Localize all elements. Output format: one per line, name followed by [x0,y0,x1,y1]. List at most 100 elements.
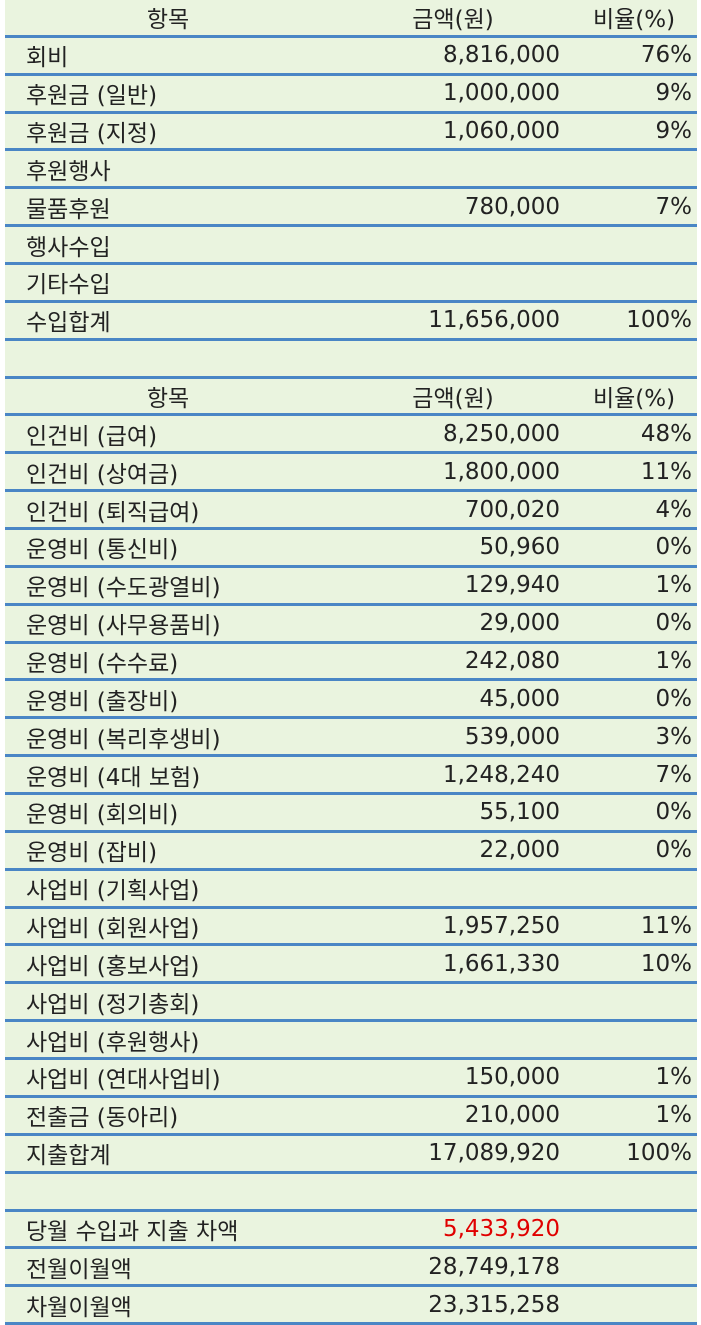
row-label: 사업비 (후원행사) [26,1029,200,1056]
table-row: 기타수입 [5,265,697,303]
row-amount: 539,000 [464,723,560,750]
table-row: 운영비 (복리후생비) 539,000 3% [5,719,697,758]
row-label: 인건비 (상여금) [26,461,179,488]
row-label: 사업비 (연대사업비) [26,1067,221,1094]
row-label: 차월이월액 [26,1294,132,1321]
row-ratio: 9% [655,118,693,144]
table-row: 사업비 (홍보사업) 1,661,330 10% [5,946,697,985]
row-label: 행사수입 [26,234,111,261]
table-row: 인건비 (퇴직급여) 700,020 4% [5,492,697,531]
row-label: 지출합계 [26,1143,111,1170]
table-row: 차월이월액 23,315,258 [5,1287,697,1325]
table-row: 후원금 (지정) 1,060,000 9% [5,114,697,152]
row-label: 후원금 (일반) [26,83,158,110]
row-ratio: 76% [640,42,692,69]
row-ratio: 0% [655,685,693,712]
spacer-row [5,1174,697,1212]
row-amount: 1,000,000 [442,80,560,107]
table-row: 사업비 (연대사업비) 150,000 1% [5,1060,697,1098]
table-row: 운영비 (수수료) 242,080 1% [5,644,697,682]
table-row: 사업비 (기획사업) [5,871,697,909]
row-label: 운영비 (통신비) [26,537,179,564]
header-row: 항목 금액(원) 비율(%) [5,0,697,38]
header-ratio: 비율(%) [592,7,676,34]
row-label: 운영비 (출장비) [26,688,179,715]
row-label: 전월이월액 [26,1256,132,1283]
row-ratio: 100% [626,307,692,334]
row-amount: 242,080 [464,648,560,675]
row-ratio: 1% [655,1064,693,1091]
row-amount: 11,656,000 [428,307,560,334]
row-label: 사업비 (홍보사업) [26,953,200,980]
row-ratio: 9% [655,80,693,107]
row-ratio: 0% [655,610,693,637]
header-ratio: 비율(%) [592,386,676,413]
row-amount: 1,957,250 [442,913,560,940]
table-row: 운영비 (잡비) 22,000 0% [5,833,697,871]
row-amount: 17,089,920 [428,1140,560,1167]
row-amount: 28,749,178 [428,1253,560,1280]
row-ratio: 11% [640,458,692,485]
row-ratio: 10% [640,950,692,977]
table-row: 운영비 (사무용품비) 29,000 0% [5,606,697,644]
row-amount: 8,816,000 [442,42,560,69]
row-amount: 210,000 [464,1102,560,1129]
row-amount: 5,433,920 [442,1215,560,1242]
budget-table: 항목 금액(원) 비율(%) 회비 8,816,000 76% 후원금 (일반) 1,000,… [5,0,697,1325]
table-row: 전월이월액 28,749,178 [5,1249,697,1288]
header-row: 항목 금액(원) 비율(%) [5,379,697,417]
row-amount: 1,060,000 [442,118,560,144]
row-label: 당월 수입과 지출 차액 [26,1218,239,1245]
row-amount: 22,000 [479,837,560,864]
row-label: 물품후원 [26,196,111,223]
table-row: 행사수입 [5,227,697,266]
spacer-row [5,341,697,379]
row-ratio: 4% [655,496,693,523]
row-ratio: 0% [655,799,693,826]
row-amount: 700,020 [464,496,560,523]
table-row: 운영비 (4대 보험) 1,248,240 7% [5,757,697,796]
header-amount: 금액(원) [412,386,494,413]
table-row: 지출합계 17,089,920 100% [5,1136,697,1174]
table-row: 운영비 (출장비) 45,000 0% [5,681,697,720]
table-row: 운영비 (회의비) 55,100 0% [5,795,697,833]
row-amount: 45,000 [479,685,560,712]
header-amount: 금액(원) [412,7,494,34]
row-label: 인건비 (급여) [26,423,158,450]
table-row: 회비 8,816,000 76% [5,38,697,76]
table-row: 후원금 (일반) 1,000,000 9% [5,76,697,114]
row-label: 사업비 (회원사업) [26,916,200,943]
row-ratio: 0% [655,534,693,561]
row-label: 운영비 (4대 보험) [26,764,201,791]
row-label: 운영비 (사무용품비) [26,613,221,640]
row-ratio: 1% [655,648,693,675]
row-ratio: 48% [640,420,692,447]
table-row: 사업비 (회원사업) 1,957,250 11% [5,909,697,947]
row-ratio: 11% [640,913,692,940]
row-label: 회비 [26,45,69,72]
row-label: 운영비 (복리후생비) [26,726,221,753]
row-amount: 780,000 [464,193,560,220]
row-label: 후원행사 [26,158,111,185]
row-amount: 50,960 [479,534,560,561]
row-ratio: 7% [655,193,693,220]
row-label: 운영비 (잡비) [26,840,158,867]
row-ratio: 100% [626,1140,692,1167]
table-row: 전출금 (동아리) 210,000 1% [5,1098,697,1136]
header-item: 항목 [146,386,190,413]
row-amount: 29,000 [479,610,560,637]
row-amount: 150,000 [464,1064,560,1091]
row-ratio: 1% [655,1102,693,1129]
row-label: 운영비 (수도광열비) [26,575,221,602]
row-label: 사업비 (정기총회) [26,991,200,1018]
row-amount: 55,100 [479,799,560,826]
row-ratio: 1% [655,572,693,599]
row-label: 기타수입 [26,272,111,299]
row-amount: 8,250,000 [442,420,560,447]
row-label: 후원금 (지정) [26,121,158,147]
row-label: 수입합계 [26,310,111,337]
table-row: 운영비 (수도광열비) 129,940 1% [5,568,697,606]
header-item: 항목 [146,7,190,34]
row-label: 인건비 (퇴직급여) [26,499,200,526]
row-ratio: 0% [655,837,693,864]
